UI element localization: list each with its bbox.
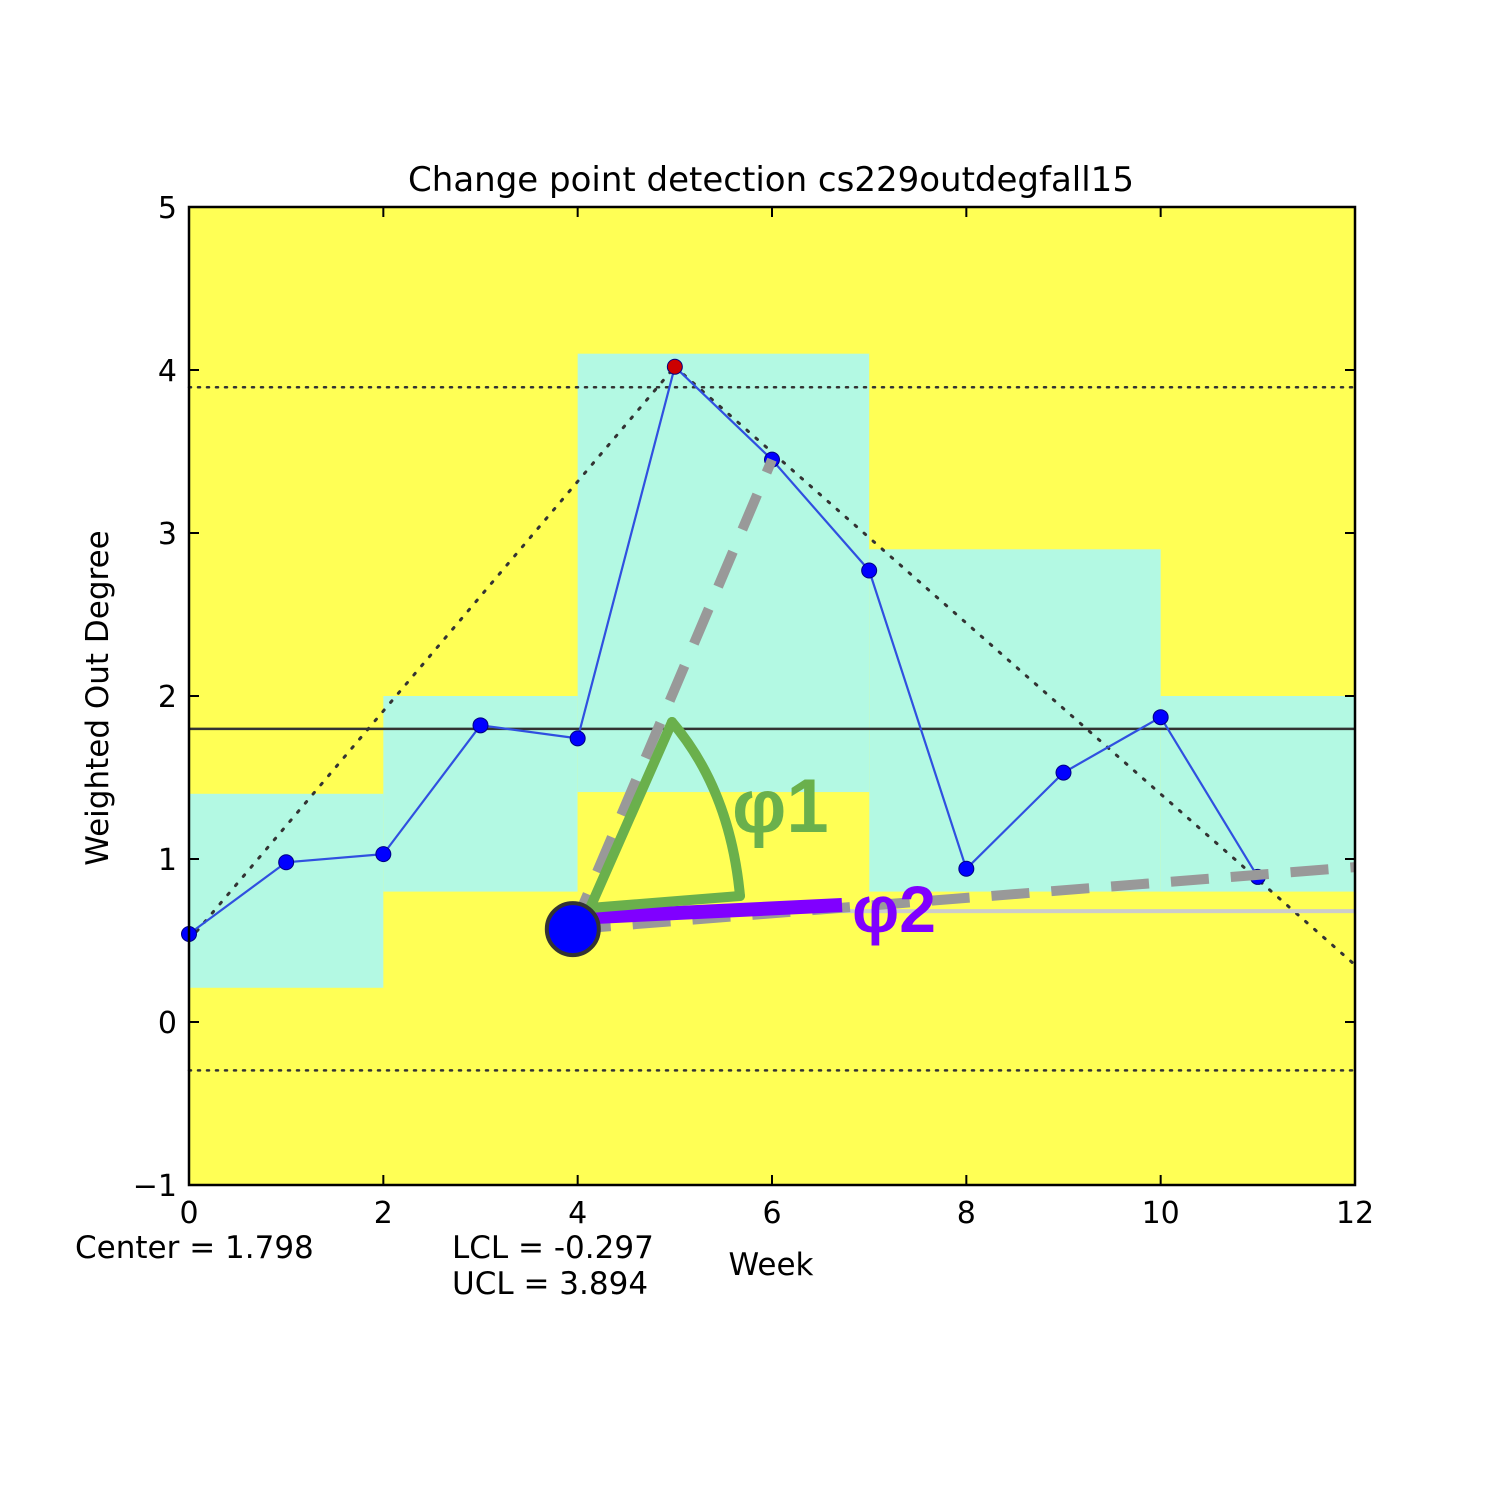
phi2-label: φ2 [852, 872, 936, 946]
annotation-layer [544, 457, 1356, 958]
data-point [1055, 764, 1072, 781]
phi2-bar [592, 898, 843, 925]
y-tick-label: −1 [133, 1169, 177, 1204]
data-point [569, 730, 586, 747]
dashed-line-shallow [572, 862, 1356, 935]
band-0 [189, 793, 384, 988]
x-tick-label: 4 [568, 1196, 587, 1231]
phi1-edges [585, 717, 745, 913]
center-stat: Center = 1.798 [75, 1230, 314, 1266]
x-tick-label: 12 [1336, 1196, 1374, 1231]
chart-title: Change point detection cs229outdegfall15 [408, 160, 1134, 200]
data-point [472, 717, 489, 734]
phi1-arc [667, 717, 745, 901]
data-point [666, 358, 683, 375]
ucl-stat: UCL = 3.894 [452, 1266, 648, 1302]
data-point [861, 562, 878, 579]
x-tick-label: 0 [179, 1196, 198, 1231]
x-tick-label: 8 [957, 1196, 976, 1231]
x-tick-label: 10 [1142, 1196, 1180, 1231]
band-4 [1160, 696, 1355, 892]
plot-area [181, 207, 1357, 1185]
origin-point [544, 901, 601, 958]
data-point [1152, 709, 1169, 726]
lcl-stat: LCL = -0.297 [452, 1230, 654, 1266]
x-tick-label: 6 [762, 1196, 781, 1231]
y-tick-label: 5 [158, 191, 177, 226]
dotted-trend-line-1 [673, 365, 1357, 967]
x-tick-label: 2 [374, 1196, 393, 1231]
data-point [375, 846, 392, 863]
dashed-line-steep [568, 457, 777, 932]
y-tick-label: 0 [158, 1006, 177, 1041]
y-tick-label: 4 [158, 354, 177, 389]
band-3 [869, 549, 1161, 892]
dotted-trend-line-0 [187, 365, 677, 942]
y-tick-label: 3 [158, 517, 177, 552]
phi1-label: φ1 [732, 764, 829, 849]
series-line [188, 364, 1259, 935]
x-axis-label: Week [729, 1247, 814, 1283]
y-tick-label: 1 [158, 843, 177, 878]
data-point [958, 860, 975, 877]
y-axis-label: Weighted Out Degree [80, 530, 116, 866]
data-point [278, 854, 295, 871]
y-tick-label: 2 [158, 680, 177, 715]
